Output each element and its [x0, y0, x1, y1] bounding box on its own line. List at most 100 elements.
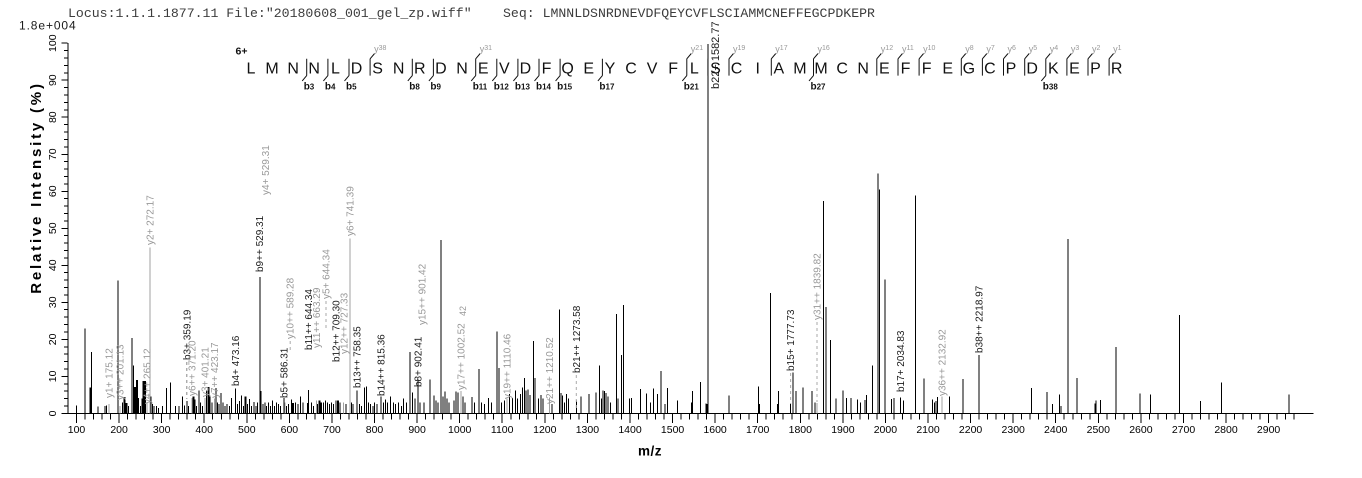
- svg-text:y2+ 272.17: y2+ 272.17: [146, 195, 157, 245]
- svg-text:y10++ 589.28: y10++ 589.28: [286, 277, 297, 339]
- svg-text:y4+ 529.31: y4+ 529.31: [261, 145, 272, 195]
- svg-text:E: E: [1069, 61, 1080, 78]
- svg-text:S: S: [710, 61, 721, 78]
- svg-text:1700: 1700: [746, 424, 770, 436]
- svg-text:y5: y5: [1029, 44, 1038, 54]
- svg-text:b9++ 529.31: b9++ 529.31: [255, 215, 266, 272]
- svg-text:1600: 1600: [703, 424, 727, 436]
- svg-text:y19++ 1110.46: y19++ 1110.46: [503, 333, 514, 399]
- svg-text:900: 900: [408, 424, 426, 436]
- svg-text:y17: y17: [775, 44, 787, 54]
- svg-text:b13++ 758.35: b13++ 758.35: [353, 326, 364, 388]
- svg-text:D: D: [435, 61, 447, 78]
- svg-text:y8: y8: [965, 44, 974, 54]
- svg-text:K: K: [1048, 61, 1059, 78]
- svg-text:C: C: [731, 61, 743, 78]
- svg-text:1100: 1100: [491, 424, 514, 436]
- svg-text:y19: y19: [733, 44, 745, 54]
- svg-text:b11++ 644.34: b11++ 644.34: [304, 289, 315, 350]
- svg-text:b3+ 359.19: b3+ 359.19: [182, 309, 193, 360]
- svg-text:y36++ 2132.92: y36++ 2132.92: [938, 329, 949, 396]
- svg-text:y16: y16: [818, 44, 830, 54]
- svg-text:b12++ 709.30: b12++ 709.30: [332, 300, 343, 362]
- svg-text:700: 700: [323, 424, 341, 436]
- svg-text:1900: 1900: [831, 424, 855, 436]
- svg-text:D: D: [520, 61, 532, 78]
- svg-text:20: 20: [47, 333, 59, 345]
- svg-text:2400: 2400: [1044, 424, 1068, 436]
- svg-text:y1+ 175.12: y1+ 175.12: [104, 348, 115, 398]
- svg-text:y6+ 741.39: y6+ 741.39: [346, 186, 357, 236]
- svg-text:P: P: [1006, 61, 1017, 78]
- svg-text:N: N: [287, 61, 299, 78]
- svg-text:y21++ 1210.52: y21++ 1210.52: [545, 337, 556, 404]
- svg-text:S: S: [372, 61, 383, 78]
- svg-text:b38++ 2218.97: b38++ 2218.97: [974, 285, 985, 353]
- svg-text:42: 42: [458, 306, 468, 316]
- svg-text:M: M: [265, 61, 278, 78]
- svg-text:200: 200: [110, 424, 128, 436]
- svg-text:Locus:1.1.1.1877.11 File:"2018: Locus:1.1.1.1877.11 File:"20180608_001_g…: [68, 6, 472, 21]
- svg-text:50: 50: [47, 222, 59, 234]
- svg-text:1800: 1800: [789, 424, 813, 436]
- svg-text:2500: 2500: [1087, 424, 1111, 436]
- svg-text:y1: y1: [1113, 44, 1122, 54]
- svg-text:R: R: [1111, 61, 1123, 78]
- svg-text:0: 0: [47, 410, 59, 416]
- svg-text:2200: 2200: [959, 424, 983, 436]
- svg-text:P: P: [1090, 61, 1101, 78]
- svg-text:1500: 1500: [661, 424, 685, 436]
- svg-text:2800: 2800: [1214, 424, 1238, 436]
- svg-text:800: 800: [366, 424, 384, 436]
- svg-text:E: E: [879, 61, 890, 78]
- svg-text:N: N: [456, 61, 468, 78]
- svg-text:b21++ 1273.58: b21++ 1273.58: [572, 305, 583, 373]
- svg-text:y4: y4: [1050, 44, 1059, 54]
- svg-text:E: E: [583, 61, 594, 78]
- svg-text:F: F: [542, 61, 552, 78]
- svg-text:2000: 2000: [874, 424, 898, 436]
- svg-text:10: 10: [47, 370, 59, 382]
- svg-text:2300: 2300: [1002, 424, 1026, 436]
- svg-text:b27: b27: [811, 82, 827, 93]
- svg-text:N: N: [308, 61, 320, 78]
- svg-text:90: 90: [47, 74, 59, 86]
- svg-text:Y: Y: [605, 61, 616, 78]
- svg-text:E: E: [478, 61, 489, 78]
- svg-text:N: N: [857, 61, 869, 78]
- svg-text:b12: b12: [494, 82, 510, 93]
- svg-text:b17+ 2034.83: b17+ 2034.83: [896, 330, 907, 392]
- svg-text:b15+ 1777.73: b15+ 1777.73: [786, 309, 797, 371]
- svg-text:2600: 2600: [1129, 424, 1153, 436]
- svg-text:b4: b4: [325, 82, 336, 93]
- svg-text:M: M: [793, 61, 806, 78]
- svg-text:b38: b38: [1043, 82, 1059, 93]
- svg-text:D: D: [1026, 61, 1038, 78]
- svg-text:b5+ 586.31: b5+ 586.31: [279, 347, 290, 398]
- svg-text:1.8e+004: 1.8e+004: [19, 19, 77, 33]
- svg-text:D: D: [351, 61, 363, 78]
- svg-text:y11++ 663.29: y11++ 663.29: [312, 287, 323, 348]
- svg-text:E: E: [942, 61, 953, 78]
- svg-text:300: 300: [153, 424, 171, 436]
- svg-text:600: 600: [281, 424, 299, 436]
- svg-text:y15++ 901.42: y15++ 901.42: [417, 263, 428, 325]
- svg-text:b15: b15: [557, 82, 573, 93]
- svg-text:b13: b13: [515, 82, 531, 93]
- svg-text:L: L: [690, 61, 699, 78]
- svg-text:I: I: [755, 61, 759, 78]
- svg-text:b3: b3: [304, 82, 315, 93]
- svg-text:b4+ 473.16: b4+ 473.16: [231, 335, 242, 386]
- svg-text:1200: 1200: [533, 424, 557, 436]
- svg-text:Q: Q: [561, 61, 573, 78]
- svg-text:G: G: [963, 61, 975, 78]
- svg-text:60: 60: [47, 185, 59, 197]
- svg-text:6+: 6+: [236, 45, 248, 57]
- svg-text:L: L: [331, 61, 340, 78]
- svg-text:y31: y31: [480, 44, 492, 54]
- svg-text:y31++ 1839.82: y31++ 1839.82: [813, 253, 824, 320]
- svg-text:b17: b17: [599, 82, 615, 93]
- svg-text:80: 80: [47, 111, 59, 123]
- svg-text:M: M: [814, 61, 827, 78]
- svg-text:y3++ 201.13: y3++ 201.13: [116, 344, 127, 400]
